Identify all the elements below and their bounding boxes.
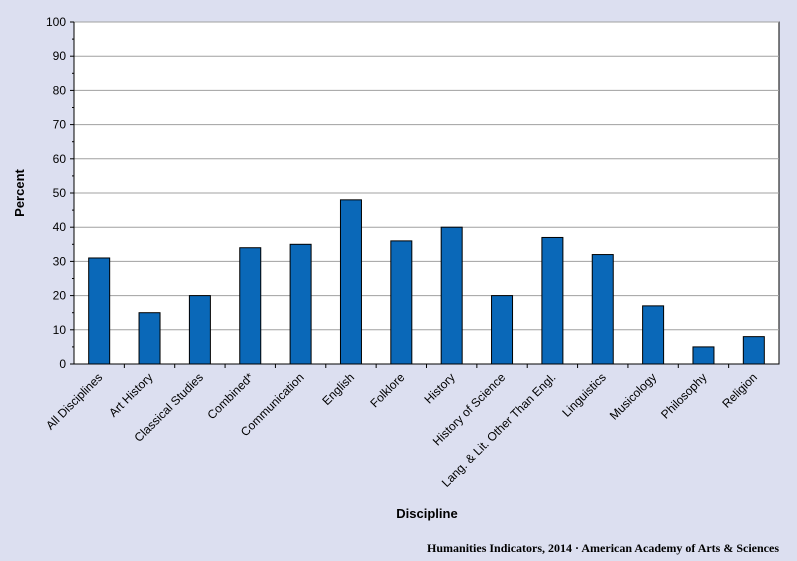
- y-axis-ticks: 0 10 20 30 40 50 60 70 80 90 100: [46, 15, 74, 371]
- y-tick-label: 40: [53, 220, 67, 234]
- bar: [88, 257, 111, 365]
- bar: [390, 240, 413, 365]
- x-axis-title: Discipline: [396, 506, 457, 521]
- bar: [642, 305, 665, 365]
- y-tick-label: 70: [53, 118, 67, 132]
- x-tick-label: Combined*: [204, 370, 256, 422]
- y-tick-label: 80: [53, 83, 67, 97]
- bar: [289, 243, 312, 365]
- x-tick-label: All Disciplines: [43, 370, 105, 432]
- bar: [440, 226, 463, 365]
- bars: [88, 199, 765, 365]
- x-tick-label: Philosophy: [658, 370, 709, 421]
- y-tick-label: 60: [53, 152, 67, 166]
- y-tick-label: 90: [53, 49, 67, 63]
- x-tick-label: Art History: [106, 370, 156, 420]
- bar: [541, 236, 564, 365]
- bar: [188, 295, 211, 365]
- x-tick-label: Folklore: [367, 370, 407, 410]
- bar: [138, 312, 161, 365]
- x-tick-label: History: [421, 370, 457, 406]
- x-tick-label: Musicology: [607, 370, 659, 422]
- bar: [742, 336, 765, 365]
- y-tick-label: 0: [59, 357, 66, 371]
- bar: [239, 247, 262, 365]
- x-tick-label: Linguistics: [559, 370, 609, 420]
- source-credit: Humanities Indicators, 2014 · American A…: [427, 541, 779, 555]
- bar: [591, 254, 614, 365]
- y-tick-label: 10: [53, 323, 67, 337]
- x-tick-label: English: [319, 370, 357, 408]
- y-tick-label: 100: [46, 15, 66, 29]
- y-tick-label: 30: [53, 254, 67, 268]
- x-tick-label: Religion: [719, 370, 760, 411]
- y-axis-title: Percent: [12, 168, 27, 216]
- y-tick-label: 50: [53, 186, 67, 200]
- bar: [339, 199, 362, 365]
- bar: [491, 295, 514, 365]
- bar: [692, 346, 715, 365]
- y-tick-label: 20: [53, 289, 67, 303]
